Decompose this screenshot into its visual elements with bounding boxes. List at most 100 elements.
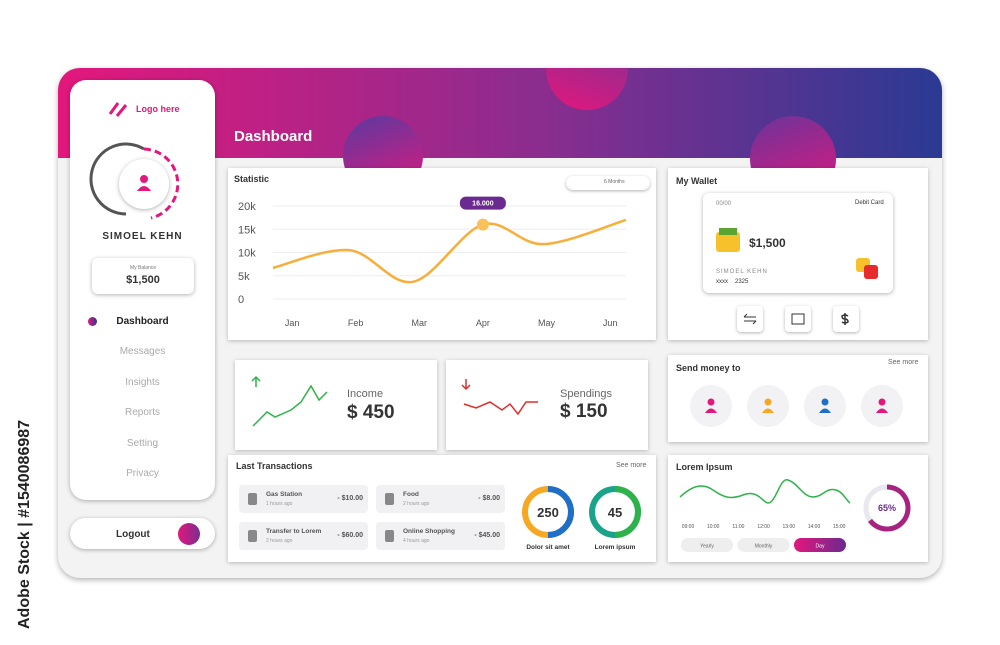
time-label: 15:00 — [833, 524, 846, 530]
wallet-icon — [716, 232, 740, 252]
callout-box — [459, 196, 506, 210]
income-amount: $ 450 — [347, 402, 395, 423]
nav-item[interactable]: Dashboard — [116, 316, 169, 327]
avatar — [89, 142, 180, 220]
profile-name: SIMOEL KEHN — [102, 231, 183, 242]
spendings-graphics — [461, 379, 538, 416]
period-button[interactable] — [737, 538, 790, 552]
logo-text: Logo here — [136, 104, 180, 114]
transaction-name: Online Shopping — [403, 528, 455, 535]
transaction-row — [239, 522, 368, 550]
nav-item[interactable]: Insights — [125, 377, 160, 388]
donut-center — [598, 495, 632, 529]
spendings-label: Spendings — [560, 388, 612, 400]
spendings-amount: $ 150 — [560, 401, 608, 422]
contact[interactable] — [747, 385, 789, 427]
transaction-amount: - $10.00 — [337, 495, 363, 502]
transaction-time: 2 hours ago — [266, 538, 293, 544]
balance-box — [92, 258, 194, 294]
transaction-row — [376, 485, 505, 513]
nav-item[interactable]: Messages — [119, 346, 166, 357]
x-tick-label: Jun — [603, 318, 618, 328]
contacts — [690, 385, 903, 427]
withdraw-button[interactable] — [785, 306, 811, 332]
nav-item[interactable]: Privacy — [126, 468, 159, 479]
transaction-name: Food — [403, 491, 419, 498]
logo-icon — [108, 102, 128, 117]
x-tick-label: Jan — [285, 318, 300, 328]
transaction-amount: - $45.00 — [474, 532, 500, 539]
y-tick-label: 5k — [238, 271, 250, 283]
y-tick-label: 0 — [238, 294, 244, 306]
time-label: 10:00 — [707, 524, 720, 530]
period-button-label[interactable]: Monthly — [755, 544, 773, 550]
transaction-name: Transfer to Lorem — [266, 528, 322, 535]
transaction-time: 1 hours ago — [266, 501, 293, 507]
contact[interactable] — [861, 385, 903, 427]
contact[interactable] — [690, 385, 732, 427]
wallet-title: My Wallet — [676, 176, 718, 186]
logout-text[interactable]: Logout — [116, 529, 150, 540]
line-series — [272, 218, 627, 284]
progress-arc — [867, 484, 911, 532]
transaction-icon — [248, 530, 257, 542]
transaction-row — [239, 485, 368, 513]
period-button[interactable] — [794, 538, 846, 552]
watermark: Adobe Stock | #1540086987 — [16, 419, 33, 629]
income-label: Income — [347, 388, 384, 400]
logout-icon[interactable] — [178, 523, 200, 545]
transaction-icon — [385, 493, 394, 505]
statistic-panel — [228, 168, 656, 340]
x-tick-label: May — [538, 318, 556, 328]
card-holder: SIMOEL KEHN — [716, 269, 768, 275]
transactions-title: Last Transactions — [236, 461, 313, 471]
donut-segment — [614, 486, 641, 538]
donut-value: 250 — [537, 505, 559, 520]
transaction-time: 2 hours ago — [403, 501, 430, 507]
x-tick-label: Apr — [476, 318, 490, 328]
nav-active-dot — [88, 317, 97, 326]
lorem-title: Lorem Ipsum — [676, 462, 733, 472]
transaction-row — [376, 522, 505, 550]
nav-item[interactable]: Setting — [126, 438, 159, 449]
value-label: 16.000 — [472, 201, 494, 208]
transaction-time: 4 hours ago — [403, 538, 430, 544]
card-type: Debit Card — [855, 200, 884, 206]
see-more-link[interactable]: See more — [888, 359, 919, 366]
donut-center — [531, 495, 565, 529]
balance-label: My Balance — [129, 265, 157, 271]
transaction-amount: - $8.00 — [478, 495, 500, 502]
see-more-link[interactable]: See more — [616, 462, 647, 469]
card-balance: $1,500 — [749, 236, 786, 250]
card-chip — [864, 265, 878, 279]
nav-item[interactable]: Reports — [124, 407, 160, 418]
transaction-icon — [385, 530, 394, 542]
wallet-button-icons — [743, 313, 849, 325]
transfer-button[interactable] — [737, 306, 763, 332]
period-button[interactable] — [681, 538, 733, 552]
transaction-icon — [248, 493, 257, 505]
send-money-title: Send money to — [676, 363, 741, 373]
y-tick-label: 10k — [238, 248, 256, 260]
card-number-mask: xxxx — [716, 279, 728, 285]
x-tick-label: Feb — [348, 318, 364, 328]
period-select[interactable] — [566, 176, 650, 190]
period-button-label[interactable]: Yearly — [700, 544, 714, 550]
data-point — [476, 218, 489, 231]
time-label: 09:00 — [682, 524, 695, 530]
y-tick-label: 20k — [238, 201, 256, 213]
card-expiry: 00/00 — [716, 201, 732, 207]
lorem-chart: 09:00 10:00 11:00 12:00 13:00 14:00 15:00 Yearl… — [679, 479, 911, 552]
header-title: Dashboard — [234, 128, 313, 145]
statistic-chart: 0 5k 10k 15k 20k Jan Feb Mar Apr May Jun 16.000 — [238, 196, 627, 328]
period-button-label[interactable]: Day — [816, 544, 825, 550]
transaction-donuts: 250 Dolor sit amet 45 Lorem ipsum — [522, 486, 641, 551]
wallet-icon-money — [719, 228, 737, 235]
transaction-name: Gas Station — [266, 491, 303, 498]
progress-label: 65% — [878, 503, 896, 513]
contact[interactable] — [804, 385, 846, 427]
donut-value: 45 — [608, 505, 622, 520]
period-text[interactable]: 6 Months — [604, 179, 625, 185]
time-label: 13:00 — [783, 524, 796, 530]
